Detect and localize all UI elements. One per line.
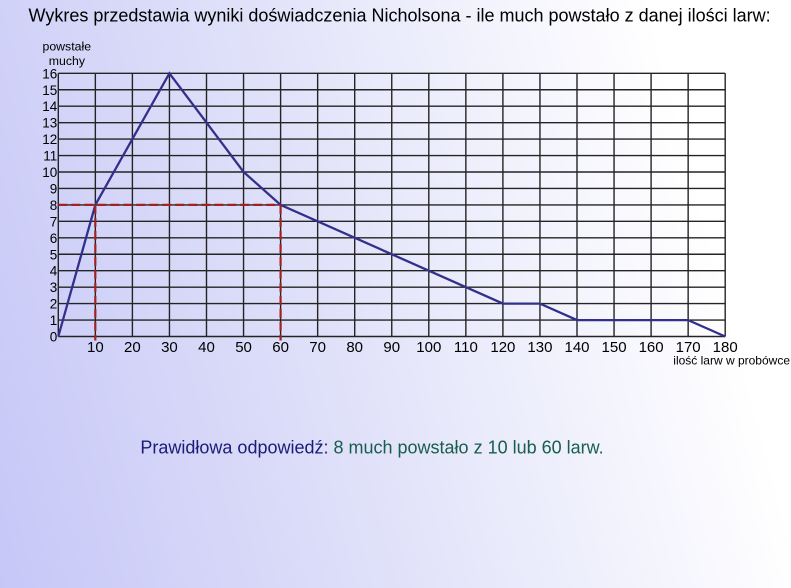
svg-text:9: 9 bbox=[50, 181, 58, 196]
svg-text:13: 13 bbox=[42, 116, 57, 131]
svg-text:130: 130 bbox=[527, 339, 552, 356]
svg-text:powstałe: powstałe bbox=[43, 40, 92, 54]
svg-text:20: 20 bbox=[124, 339, 141, 356]
svg-text:30: 30 bbox=[161, 339, 178, 356]
svg-text:6: 6 bbox=[50, 231, 58, 246]
svg-text:4: 4 bbox=[50, 264, 58, 279]
svg-text:0: 0 bbox=[50, 330, 58, 345]
svg-text:1: 1 bbox=[50, 313, 58, 328]
svg-text:muchy: muchy bbox=[49, 54, 86, 68]
svg-text:2: 2 bbox=[50, 297, 58, 312]
svg-text:14: 14 bbox=[42, 99, 58, 114]
svg-text:110: 110 bbox=[454, 339, 478, 356]
svg-text:80: 80 bbox=[346, 339, 363, 356]
svg-text:11: 11 bbox=[43, 149, 57, 164]
svg-text:100: 100 bbox=[416, 339, 441, 356]
svg-text:150: 150 bbox=[602, 339, 627, 356]
svg-text:15: 15 bbox=[42, 83, 57, 98]
svg-text:7: 7 bbox=[50, 214, 58, 229]
svg-text:3: 3 bbox=[50, 280, 58, 295]
svg-text:Wykres przedstawia wyniki dośw: Wykres przedstawia wyniki doświadczenia … bbox=[29, 5, 771, 25]
svg-text:170: 170 bbox=[676, 339, 701, 356]
svg-text:70: 70 bbox=[309, 339, 326, 356]
svg-text:8: 8 bbox=[50, 198, 58, 213]
svg-text:10: 10 bbox=[87, 339, 104, 356]
svg-text:90: 90 bbox=[383, 339, 400, 356]
svg-text:10: 10 bbox=[42, 165, 57, 180]
svg-text:140: 140 bbox=[564, 339, 589, 356]
svg-text:50: 50 bbox=[235, 339, 252, 356]
svg-text:60: 60 bbox=[272, 339, 289, 356]
svg-text:16: 16 bbox=[42, 66, 57, 81]
svg-text:180: 180 bbox=[713, 339, 738, 356]
svg-text:40: 40 bbox=[198, 339, 215, 356]
svg-text:Prawidłowa odpowiedź: 8 much p: Prawidłowa odpowiedź: 8 much powstało z … bbox=[140, 437, 603, 457]
svg-text:160: 160 bbox=[639, 339, 664, 356]
svg-text:120: 120 bbox=[490, 339, 515, 356]
svg-text:5: 5 bbox=[50, 247, 58, 262]
svg-text:ilość larw w probówce: ilość larw w probówce bbox=[673, 354, 790, 368]
svg-text:12: 12 bbox=[42, 132, 57, 147]
